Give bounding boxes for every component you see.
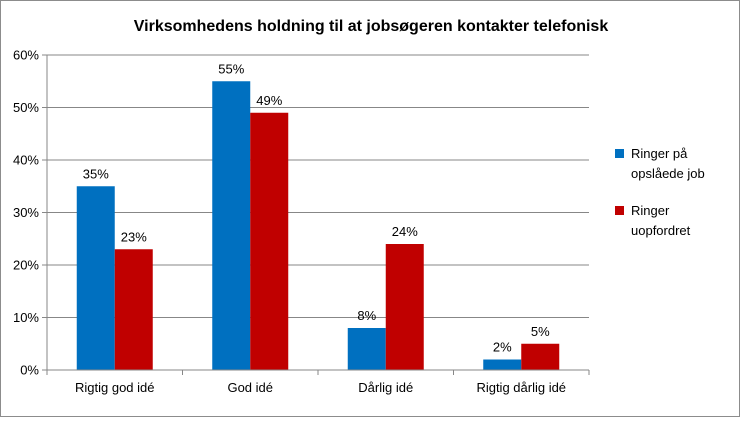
bar-series2 xyxy=(114,249,153,370)
legend-swatch-series1 xyxy=(615,149,624,158)
x-tick-label: Dårlig idé xyxy=(358,380,413,395)
data-label: 5% xyxy=(531,324,550,339)
y-tick-label: 0% xyxy=(20,363,39,378)
data-label: 8% xyxy=(357,308,376,323)
y-tick-label: 20% xyxy=(13,258,39,273)
legend-label: Ringer på xyxy=(631,146,688,161)
chart-title: Virksomhedens holdning til at jobsøgeren… xyxy=(134,18,609,35)
y-tick-label: 30% xyxy=(13,205,39,220)
data-label: 24% xyxy=(392,224,418,239)
y-tick-label: 50% xyxy=(13,100,39,115)
bar-series2 xyxy=(521,343,560,370)
x-tick-label: Rigtig dårlig idé xyxy=(476,380,566,395)
legend-label: opslåede job xyxy=(631,166,705,181)
x-tick-label: Rigtig god idé xyxy=(75,380,155,395)
bars xyxy=(76,81,560,370)
y-tick-label: 60% xyxy=(13,48,39,63)
data-label: 35% xyxy=(83,166,109,181)
y-tick-label: 40% xyxy=(13,153,39,168)
data-label: 2% xyxy=(493,340,512,355)
bar-series2 xyxy=(385,244,424,370)
legend-label: Ringer xyxy=(631,203,670,218)
data-label: 23% xyxy=(121,229,147,244)
data-label: 55% xyxy=(218,61,244,76)
x-axis: Rigtig god idé God idé Dårlig idé Rigtig då… xyxy=(46,369,590,395)
y-tick-label: 10% xyxy=(13,310,39,325)
bar-series1 xyxy=(212,81,251,370)
bar-series2 xyxy=(250,112,289,370)
data-labels: 35% 23% 55% 49% 8% 24% 2% 5% xyxy=(83,61,550,354)
data-label: 49% xyxy=(256,93,282,108)
bar-series1 xyxy=(76,186,115,370)
legend-swatch-series2 xyxy=(615,206,624,215)
y-axis: 0% 10% 20% 30% 40% 50% 60% xyxy=(13,48,48,378)
x-tick-label: God idé xyxy=(227,380,273,395)
legend: Ringer på opslåede job Ringer uopfordret xyxy=(615,146,705,238)
bar-series1 xyxy=(347,328,386,370)
bar-series1 xyxy=(483,359,522,370)
legend-label: uopfordret xyxy=(631,223,691,238)
